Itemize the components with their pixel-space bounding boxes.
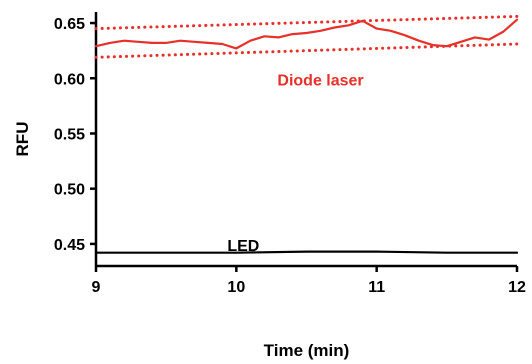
series-line-upper-bound xyxy=(94,14,519,31)
series-lines xyxy=(94,14,519,254)
y-axis-title: RFU xyxy=(13,122,32,157)
x-axis-title: Time (min) xyxy=(264,341,350,360)
x-tick-label: 10 xyxy=(227,279,245,296)
annotation-diode-laser: Diode laser xyxy=(277,72,363,89)
series-line-diode-laser xyxy=(94,18,519,50)
series-line-led xyxy=(94,250,519,254)
axes: 9 10 11 12 0.45 0.50 0.55 0.60 0.65 xyxy=(54,12,526,296)
x-tick-label: 9 xyxy=(92,279,101,296)
y-tick-label: 0.50 xyxy=(54,182,85,199)
y-tick-label: 0.45 xyxy=(54,237,85,254)
x-tick-label: 12 xyxy=(508,279,526,296)
y-tick-label: 0.65 xyxy=(54,16,85,33)
y-tick-label: 0.55 xyxy=(54,126,85,143)
series-line-lower-bound xyxy=(94,42,519,59)
x-tick-label: 11 xyxy=(368,279,385,296)
series-annotations: Diode laser LED xyxy=(227,72,363,255)
y-tick-label: 0.60 xyxy=(54,71,85,88)
annotation-led: LED xyxy=(227,238,259,255)
